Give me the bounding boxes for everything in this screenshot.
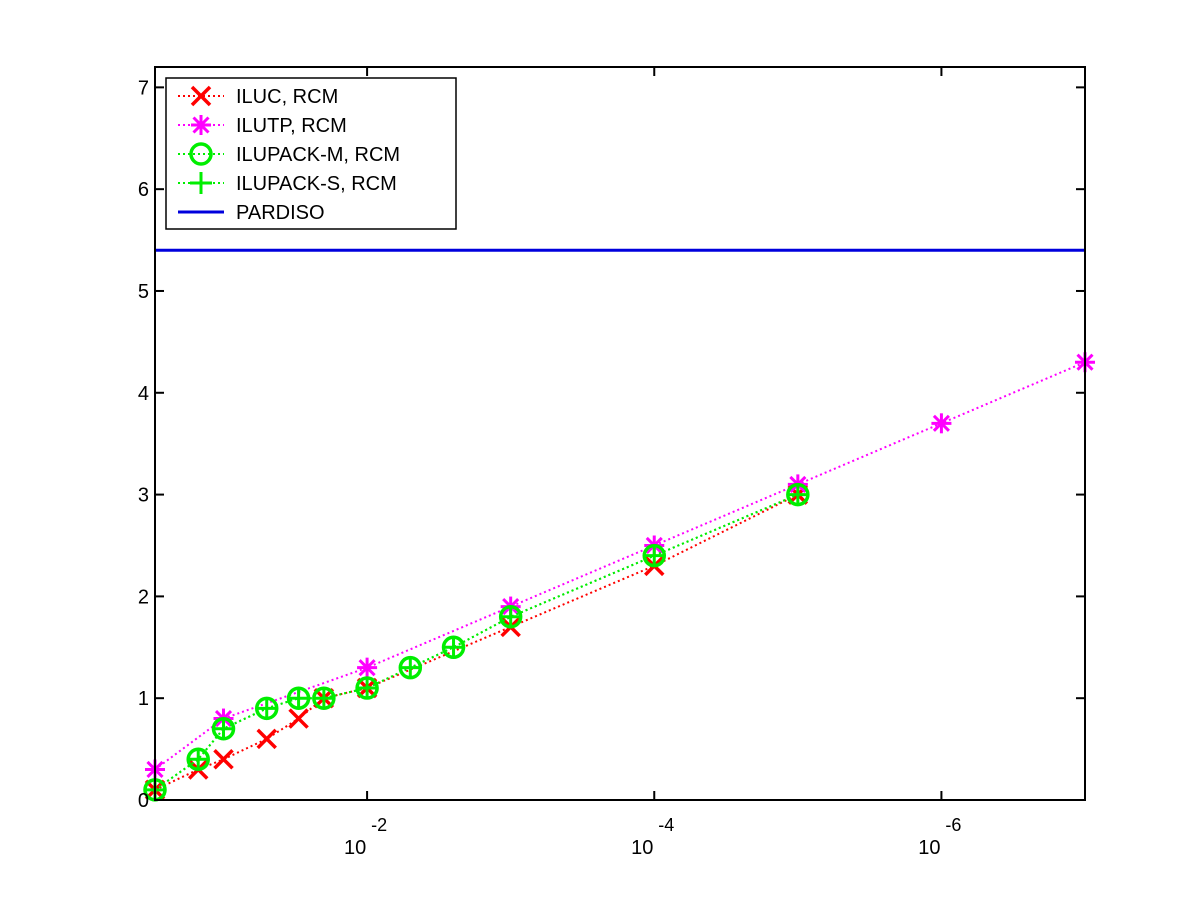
legend-marker-0-stroke-b: [190, 85, 212, 107]
series-0-point-3: [256, 728, 277, 750]
series-layer: [143, 248, 1095, 802]
legend-item-2: ILUPACK-M, RCM: [178, 142, 400, 166]
legend-label-2: ILUPACK-M, RCM: [236, 144, 400, 166]
plot-frame: [154, 66, 1086, 801]
legend-item-4: PARDISO: [178, 202, 325, 224]
series-3-line: [154, 493, 799, 791]
series-3-point-3: [255, 697, 278, 720]
series-3-point-2: [212, 717, 235, 740]
x-tick-exponent-2: -6: [945, 815, 961, 835]
series-3-point-7: [399, 656, 422, 679]
series-3-point-6: [356, 677, 379, 700]
legend-item-3: ILUPACK-S, RCM: [178, 172, 397, 195]
series-3-point-8: [442, 636, 465, 659]
legend-label-1: ILUTP, RCM: [236, 115, 347, 137]
series-1-line: [154, 361, 1086, 771]
series-3-point-9: [499, 605, 522, 628]
x-tick-exponent-0: -2: [371, 815, 387, 835]
x-tick-base-2: 10: [918, 837, 940, 859]
legend-marker-2: [189, 142, 213, 166]
series-3-point-10: [643, 544, 666, 567]
series-3-point-11: [786, 483, 809, 506]
series-0-point-4-stroke-b: [288, 708, 309, 729]
series-0-point-4: [288, 708, 309, 729]
x-tick-exponent-1: -4: [658, 815, 674, 835]
series-1-point-2: [357, 657, 378, 678]
legend-label-3: ILUPACK-S, RCM: [236, 173, 397, 195]
y-tick-label-7: 7: [138, 77, 149, 99]
series-0-point-3-stroke-b: [256, 728, 277, 750]
series-3: [144, 483, 809, 801]
legend-marker-1-stroke-d2: [192, 116, 210, 134]
series-0-point-2: [213, 749, 234, 770]
y-tick-label-2: 2: [138, 586, 149, 608]
y-tick-label-4: 4: [138, 383, 149, 405]
legend-marker-2-ring: [189, 142, 213, 166]
y-tick-label-1: 1: [138, 688, 149, 710]
series-3-point-1: [187, 748, 210, 771]
x-tick-base-1: 10: [631, 837, 653, 859]
legend-item-0: ILUC, RCM: [178, 85, 338, 108]
series-1-point-2-stroke-d2: [358, 659, 376, 677]
legend-item-1: ILUTP, RCM: [178, 115, 347, 137]
series-1-point-6-stroke-d2: [932, 414, 950, 432]
legend-label-0: ILUC, RCM: [236, 86, 338, 108]
y-tick-label-5: 5: [138, 281, 149, 303]
series-0-point-2-stroke-b: [213, 749, 234, 770]
legend-box: [165, 77, 457, 230]
y-tick-label-6: 6: [138, 179, 149, 201]
legend: ILUC, RCM ILUTP, RCM ILUPACK-M, RCM ILUPACK…: [165, 77, 457, 230]
series-3-point-4: [287, 687, 310, 710]
x-tick-base-0: 10: [344, 837, 366, 859]
series-3-point-5: [312, 687, 335, 710]
y-tick-label-3: 3: [138, 485, 149, 507]
y-tick-label-0: 0: [138, 790, 149, 812]
series-0-line: [154, 493, 799, 791]
legend-marker-1: [191, 115, 211, 135]
series-1-point-6: [931, 413, 952, 434]
legend-marker-0: [190, 85, 212, 107]
legend-label-4: PARDISO: [236, 202, 325, 224]
legend-marker-3: [190, 172, 212, 194]
